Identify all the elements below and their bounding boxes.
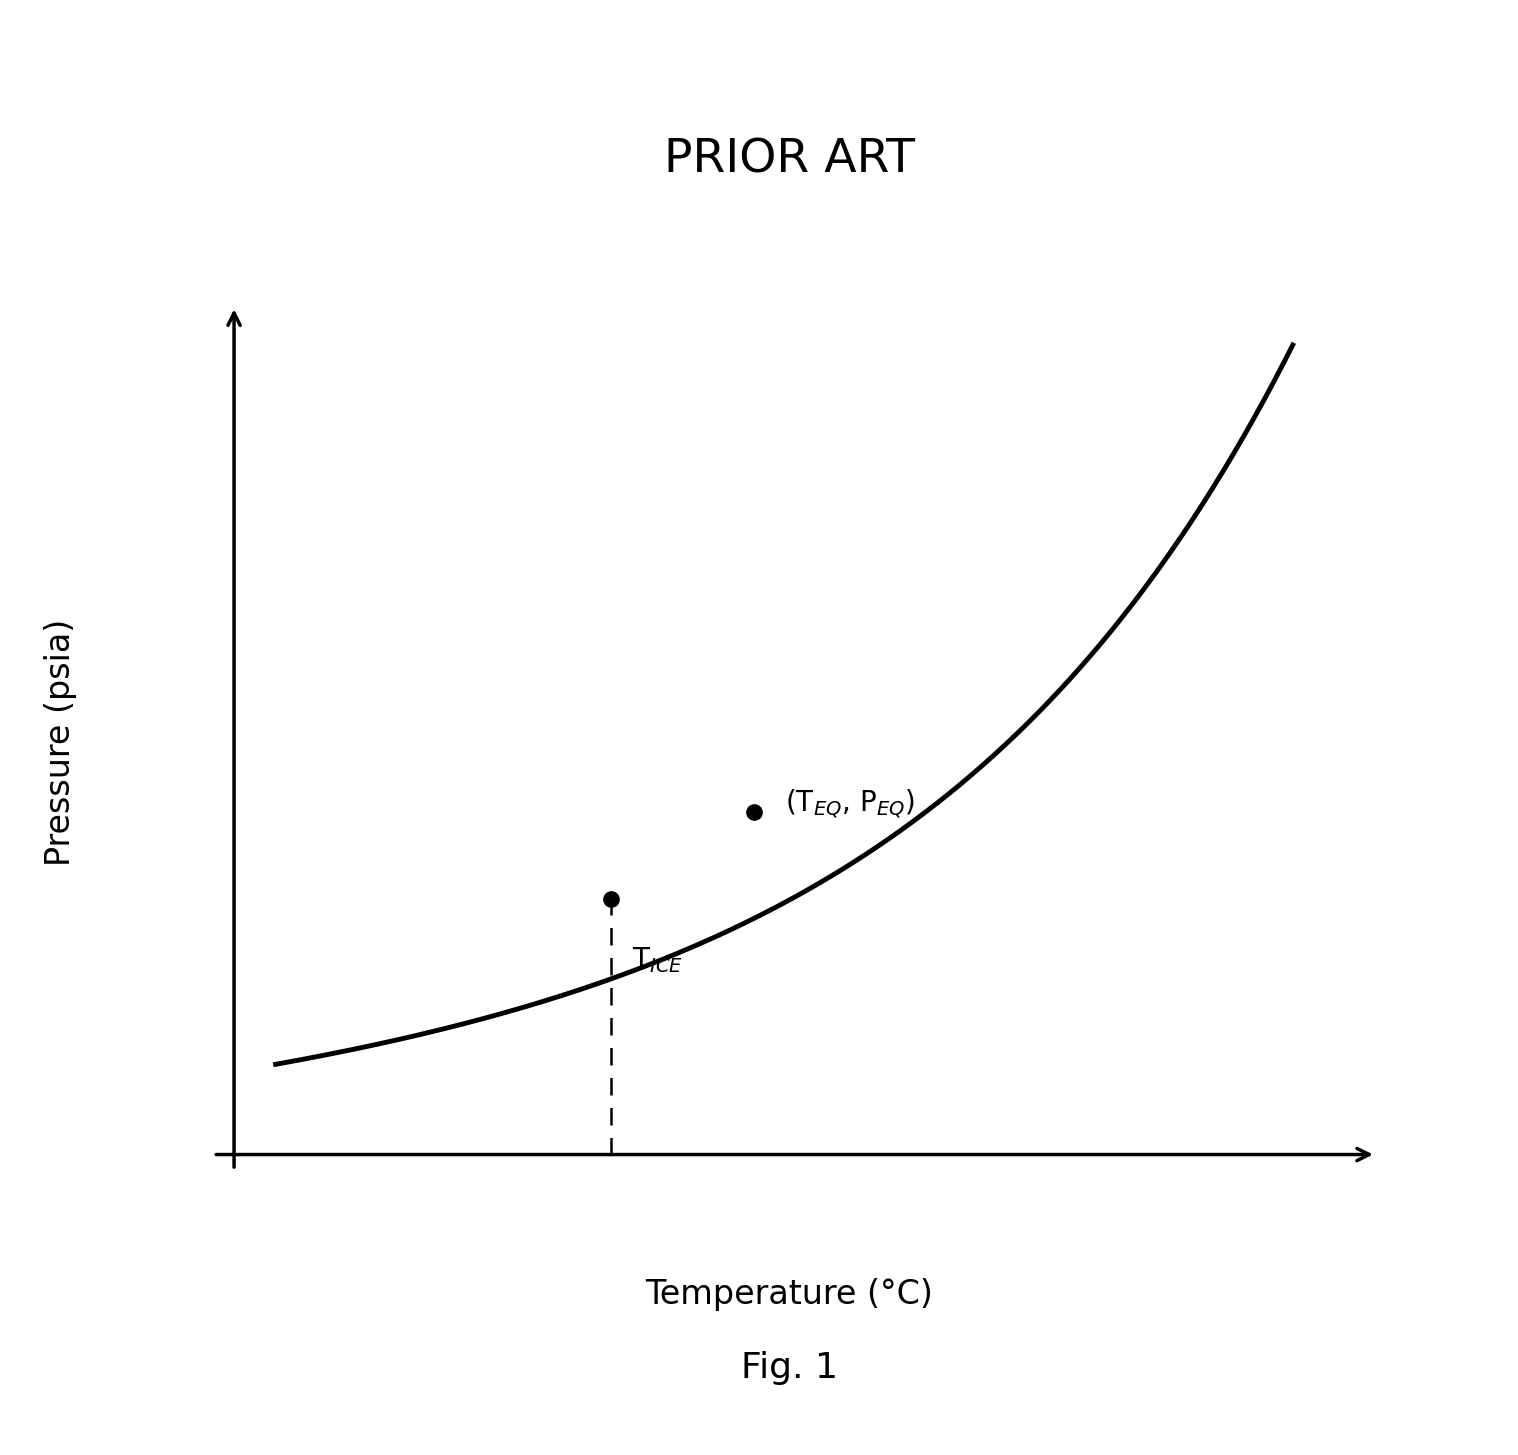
Text: PRIOR ART: PRIOR ART <box>663 138 915 182</box>
Text: (T$_{EQ}$, P$_{EQ}$): (T$_{EQ}$, P$_{EQ}$) <box>785 787 915 821</box>
Text: Temperature (°C): Temperature (°C) <box>645 1279 934 1311</box>
Text: Pressure (psia): Pressure (psia) <box>44 618 77 866</box>
Text: Fig. 1: Fig. 1 <box>741 1350 838 1385</box>
Text: T$_{ICE}$: T$_{ICE}$ <box>631 946 683 975</box>
